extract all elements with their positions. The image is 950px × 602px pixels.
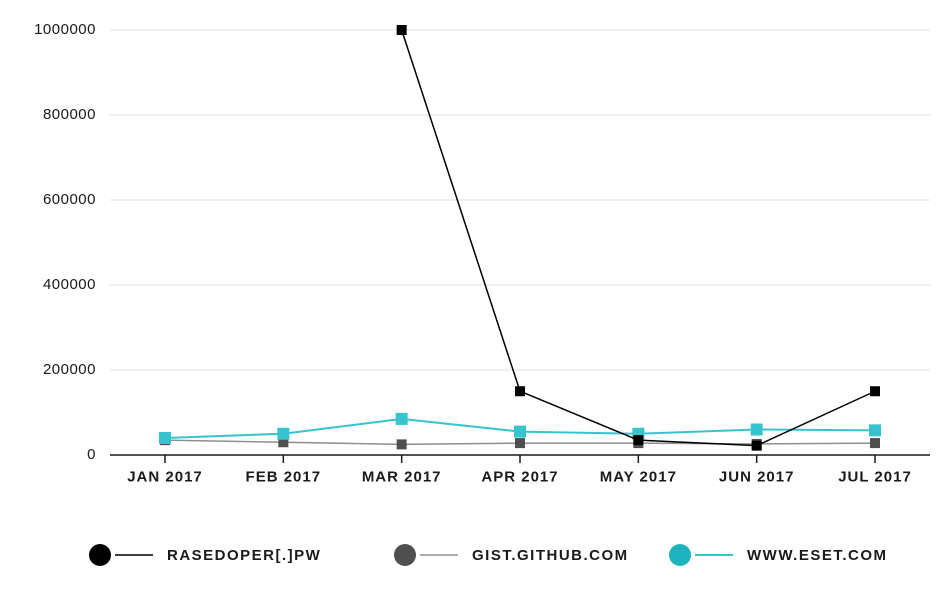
- series-marker-gist: [870, 438, 880, 448]
- y-tick-label: 200000: [43, 361, 96, 378]
- series-marker-eset: [869, 424, 881, 436]
- x-tick-label: MAR 2017: [362, 468, 442, 485]
- legend-label-gist: GIST.GITHUB.COM: [472, 547, 629, 564]
- y-tick-label: 1000000: [34, 21, 96, 38]
- legend-label-eset: WWW.ESET.COM: [747, 547, 888, 564]
- x-tick-label: FEB 2017: [246, 468, 322, 485]
- series-marker-gist: [515, 438, 525, 448]
- series-marker-rasedoper: [752, 441, 762, 451]
- series-marker-rasedoper: [633, 435, 643, 445]
- legend-marker-rasedoper: [89, 544, 111, 566]
- x-tick-label: JAN 2017: [127, 468, 203, 485]
- series-marker-eset: [396, 413, 408, 425]
- series-marker-eset: [277, 428, 289, 440]
- x-tick-label: MAY 2017: [600, 468, 677, 485]
- legend-marker-gist: [394, 544, 416, 566]
- line-chart: 0 200000 400000 600000 800000 1000000 JAN 2017…: [0, 0, 950, 602]
- series-marker-rasedoper: [397, 25, 407, 35]
- chart-background: [0, 0, 950, 602]
- x-tick-label: JUN 2017: [719, 468, 795, 485]
- series-marker-rasedoper: [515, 386, 525, 396]
- legend-marker-eset: [669, 544, 691, 566]
- series-marker-rasedoper: [870, 386, 880, 396]
- y-tick-label: 800000: [43, 106, 96, 123]
- legend-label-rasedoper: RASEDOPER[.]PW: [167, 547, 321, 564]
- series-marker-gist: [397, 439, 407, 449]
- x-tick-label: APR 2017: [481, 468, 558, 485]
- series-marker-eset: [751, 424, 763, 436]
- y-tick-label: 0: [87, 446, 96, 463]
- x-tick-label: JUL 2017: [838, 468, 912, 485]
- series-marker-eset: [159, 432, 171, 444]
- y-tick-label: 400000: [43, 276, 96, 293]
- y-tick-label: 600000: [43, 191, 96, 208]
- chart-svg: 0 200000 400000 600000 800000 1000000 JAN 2017…: [0, 0, 950, 602]
- series-marker-eset: [514, 426, 526, 438]
